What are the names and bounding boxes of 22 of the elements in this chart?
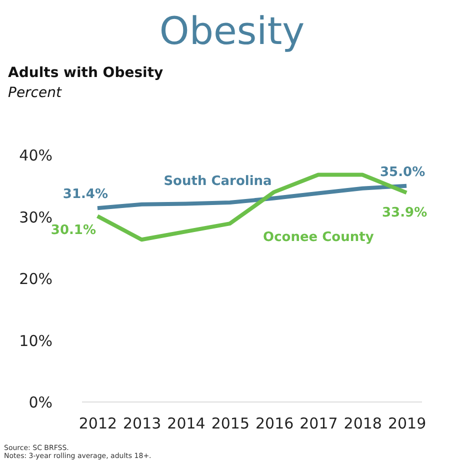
data-label: 33.9% bbox=[382, 206, 428, 221]
series-label: South Carolina bbox=[164, 174, 272, 189]
x-tick-label: 2014 bbox=[167, 414, 206, 432]
data-label: 31.4% bbox=[62, 187, 108, 202]
x-tick-label: 2018 bbox=[344, 414, 382, 432]
chart-title: Obesity bbox=[159, 9, 305, 53]
x-tick-label: 2012 bbox=[78, 414, 118, 432]
y-tick-label: 0% bbox=[28, 394, 52, 412]
y-tick-label: 30% bbox=[19, 208, 52, 226]
chart-subtitle: Adults with Obesity bbox=[8, 65, 164, 81]
y-axis-title: Percent bbox=[8, 85, 62, 101]
x-tick-label: 2019 bbox=[388, 414, 426, 432]
x-tick-label: 2017 bbox=[300, 414, 338, 432]
y-tick-label: 20% bbox=[19, 270, 52, 288]
x-tick-label: 2015 bbox=[211, 414, 250, 432]
y-tick-label: 40% bbox=[19, 146, 52, 164]
y-tick-label: 10% bbox=[19, 332, 52, 350]
x-tick-label: 2013 bbox=[123, 414, 162, 432]
series-label: Oconee County bbox=[263, 230, 374, 246]
data-label: 30.1% bbox=[50, 223, 96, 238]
x-tick-label: 2016 bbox=[255, 414, 294, 432]
data-label: 35.0% bbox=[380, 164, 426, 180]
